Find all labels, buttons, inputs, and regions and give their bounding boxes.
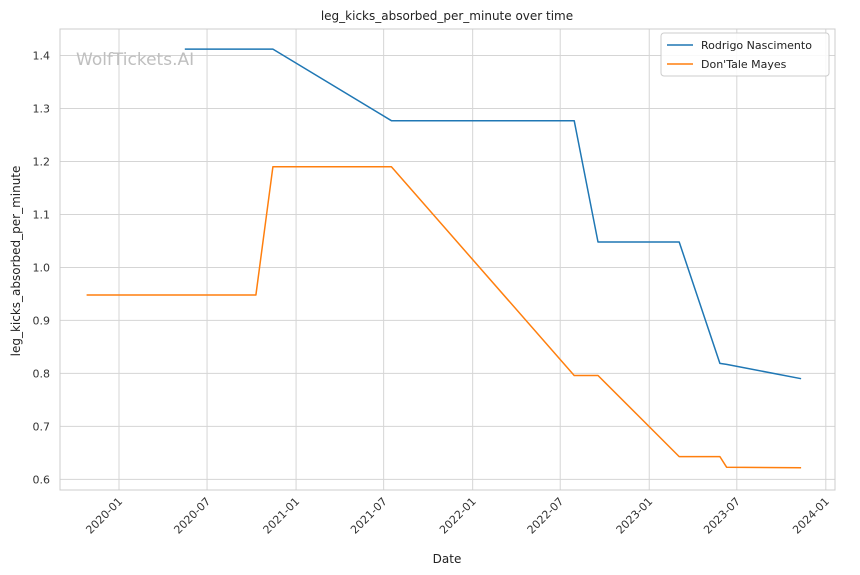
x-axis-title: Date — [433, 552, 462, 566]
series-layer — [86, 48, 802, 469]
legend-label: Don'Tale Mayes — [701, 58, 787, 71]
legend-box — [660, 32, 830, 77]
y-axis-ticks: 0.6 0.7 0.8 0.9 1.0 1.1 1.2 1.3 1.4 — [33, 49, 51, 486]
y-tick-label: 1.0 — [33, 261, 51, 274]
series-line-0 — [184, 48, 802, 380]
y-tick-label: 0.6 — [33, 473, 51, 486]
watermark-text: WolfTickets.AI — [76, 50, 194, 70]
series-line-1 — [86, 166, 802, 469]
y-tick-label: 0.7 — [33, 420, 51, 433]
y-tick-label: 1.4 — [33, 49, 51, 62]
plot-frame — [59, 28, 836, 491]
chart-title: leg_kicks_absorbed_per_minute over time — [321, 9, 573, 23]
legend-label: Rodrigo Nascimento — [701, 39, 812, 52]
y-axis-title: leg_kicks_absorbed_per_minute — [9, 166, 23, 357]
y-tick-label: 0.8 — [33, 367, 51, 380]
legend: Rodrigo Nascimento Don'Tale Mayes — [660, 32, 830, 77]
y-tick-label: 1.1 — [33, 208, 51, 221]
y-tick-label: 1.3 — [33, 102, 51, 115]
y-tick-label: 0.9 — [33, 314, 51, 327]
y-tick-label: 1.2 — [33, 155, 51, 168]
